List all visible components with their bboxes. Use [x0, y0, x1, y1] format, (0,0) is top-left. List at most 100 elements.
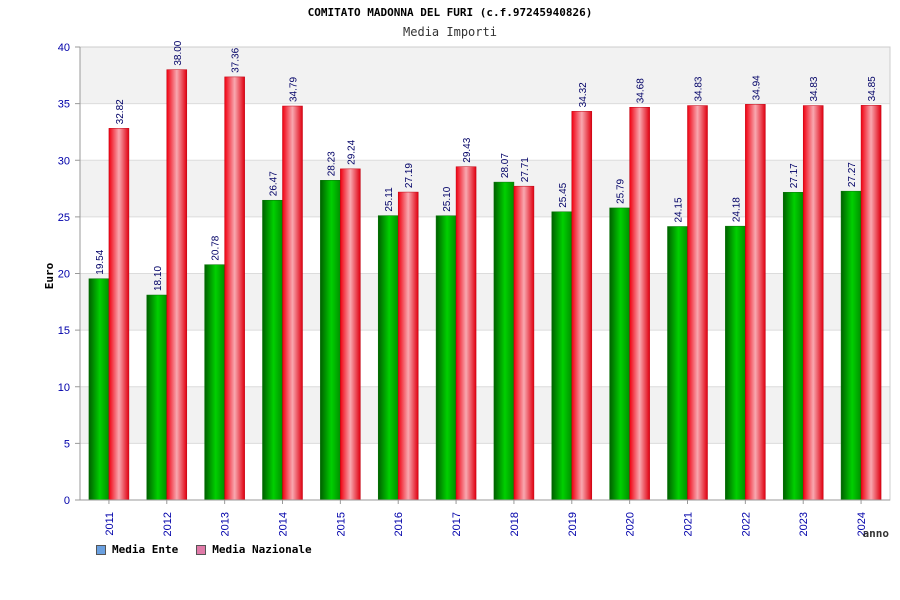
- bars: 19.54 32.82 18.10 38.00 20.78 37.36 26.47 34.79…: [88, 40, 882, 501]
- y-tick-label: 0: [64, 495, 70, 507]
- data-label: 32.82: [115, 99, 126, 124]
- bar-media-nazionale: [397, 191, 419, 501]
- data-label: 28.23: [326, 151, 337, 176]
- bar-media-ente: [435, 215, 457, 501]
- x-tick-label: 2024: [856, 512, 868, 536]
- x-tick-label: 2023: [798, 512, 810, 536]
- chart-title: COMITATO MADONNA DEL FURI (c.f.972459408…: [307, 6, 593, 19]
- bar-media-ente: [782, 192, 804, 501]
- x-axis-label: anno: [863, 527, 890, 540]
- bar-media-ente: [262, 199, 283, 501]
- data-label: 34.83: [809, 76, 820, 101]
- bar-media-nazionale: [455, 166, 477, 501]
- grid-band: [80, 160, 890, 217]
- bar-media-nazionale: [166, 69, 188, 501]
- grid-band: [80, 443, 890, 500]
- bar-media-nazionale: [108, 128, 130, 501]
- chart-subtitle: Media Importi: [403, 25, 497, 39]
- bar-media-ente: [320, 180, 341, 501]
- data-label: 20.78: [211, 235, 222, 260]
- bar-media-nazionale: [513, 185, 535, 501]
- data-label: 29.43: [462, 137, 473, 162]
- data-label: 24.15: [674, 197, 685, 222]
- x-tick-label: 2019: [567, 512, 579, 536]
- grid-band: [80, 47, 890, 104]
- x-tick-label: 2018: [509, 512, 521, 536]
- data-label: 25.79: [616, 178, 627, 203]
- data-label: 37.36: [231, 47, 242, 72]
- legend-swatch: [96, 544, 106, 555]
- bar-media-nazionale: [629, 106, 650, 501]
- bar-media-ente: [377, 215, 399, 501]
- data-label: 34.94: [751, 75, 762, 100]
- legend: Media Ente Media Nazionale: [96, 543, 312, 556]
- bar-media-ente: [667, 226, 688, 501]
- x-tick-label: 2013: [220, 512, 232, 536]
- data-label: 25.10: [442, 186, 453, 211]
- data-label: 34.68: [636, 78, 647, 103]
- y-tick-label: 30: [58, 155, 70, 167]
- y-tick-label: 35: [58, 99, 70, 111]
- bar-media-nazionale: [282, 105, 303, 501]
- plot-background: [79, 46, 891, 501]
- legend-swatch: [196, 544, 207, 555]
- grid-band: [80, 330, 890, 387]
- data-label: 24.18: [731, 197, 742, 222]
- y-tick-label: 5: [64, 438, 70, 450]
- data-label: 27.27: [847, 162, 858, 187]
- bar-media-ente: [551, 211, 573, 501]
- bar-media-nazionale: [224, 76, 245, 501]
- bar-media-ente: [725, 225, 746, 501]
- legend-item-media-ente: Media Ente: [96, 543, 178, 556]
- y-tick-label: 15: [58, 325, 70, 337]
- data-label: 29.24: [346, 139, 357, 164]
- bar-media-nazionale: [687, 105, 708, 501]
- legend-label: Media Ente: [112, 543, 179, 556]
- bar-media-nazionale: [745, 104, 766, 501]
- bar-media-nazionale: [571, 111, 593, 501]
- y-axis-label: Euro: [43, 262, 56, 289]
- x-tick-label: 2017: [451, 512, 463, 536]
- bar-media-nazionale: [860, 105, 882, 501]
- y-tick-label: 25: [58, 212, 70, 224]
- bar-media-nazionale: [802, 105, 824, 501]
- data-label: 27.71: [520, 157, 531, 182]
- legend-item-media-nazionale: Media Nazionale: [196, 543, 312, 556]
- y-tick-label: 10: [58, 382, 70, 394]
- bar-media-ente: [204, 264, 225, 501]
- x-tick-label: 2021: [683, 512, 695, 536]
- x-tick-label: 2014: [278, 512, 290, 536]
- data-label: 18.10: [153, 266, 164, 291]
- y-tick-label: 40: [58, 42, 70, 54]
- data-label: 34.79: [289, 77, 300, 102]
- grid-band: [80, 386, 890, 444]
- data-label: 38.00: [173, 40, 184, 65]
- x-tick-label: 2022: [740, 512, 752, 536]
- data-label: 27.19: [404, 163, 415, 188]
- data-label: 34.83: [694, 76, 705, 101]
- grid-band: [80, 103, 890, 161]
- x-tick-label: 2016: [393, 512, 405, 536]
- data-label: 28.07: [500, 153, 511, 178]
- x-tick-label: 2012: [162, 512, 174, 536]
- bar-media-nazionale: [340, 168, 361, 501]
- x-tick-label: 2020: [625, 512, 637, 536]
- bar-media-ente: [146, 294, 168, 501]
- y-axis: 0 5 10 15 20 25 30 35 40: [58, 42, 81, 507]
- data-label: 34.32: [578, 82, 589, 107]
- data-label: 27.17: [789, 163, 800, 188]
- legend-label: Media Nazionale: [212, 543, 312, 556]
- x-tick-label: 2015: [335, 512, 347, 536]
- x-tick-label: 2011: [104, 512, 116, 536]
- grid-band: [80, 273, 890, 331]
- data-label: 34.85: [867, 76, 878, 101]
- bar-media-ente: [609, 207, 630, 501]
- y-tick-label: 20: [58, 269, 70, 281]
- bar-media-ente: [840, 190, 862, 501]
- grid-band: [80, 216, 890, 274]
- data-label: 26.47: [269, 171, 280, 196]
- data-label: 25.45: [558, 182, 569, 207]
- data-label: 19.54: [95, 249, 106, 274]
- bar-media-ente: [493, 181, 515, 501]
- data-label: 25.11: [384, 187, 395, 212]
